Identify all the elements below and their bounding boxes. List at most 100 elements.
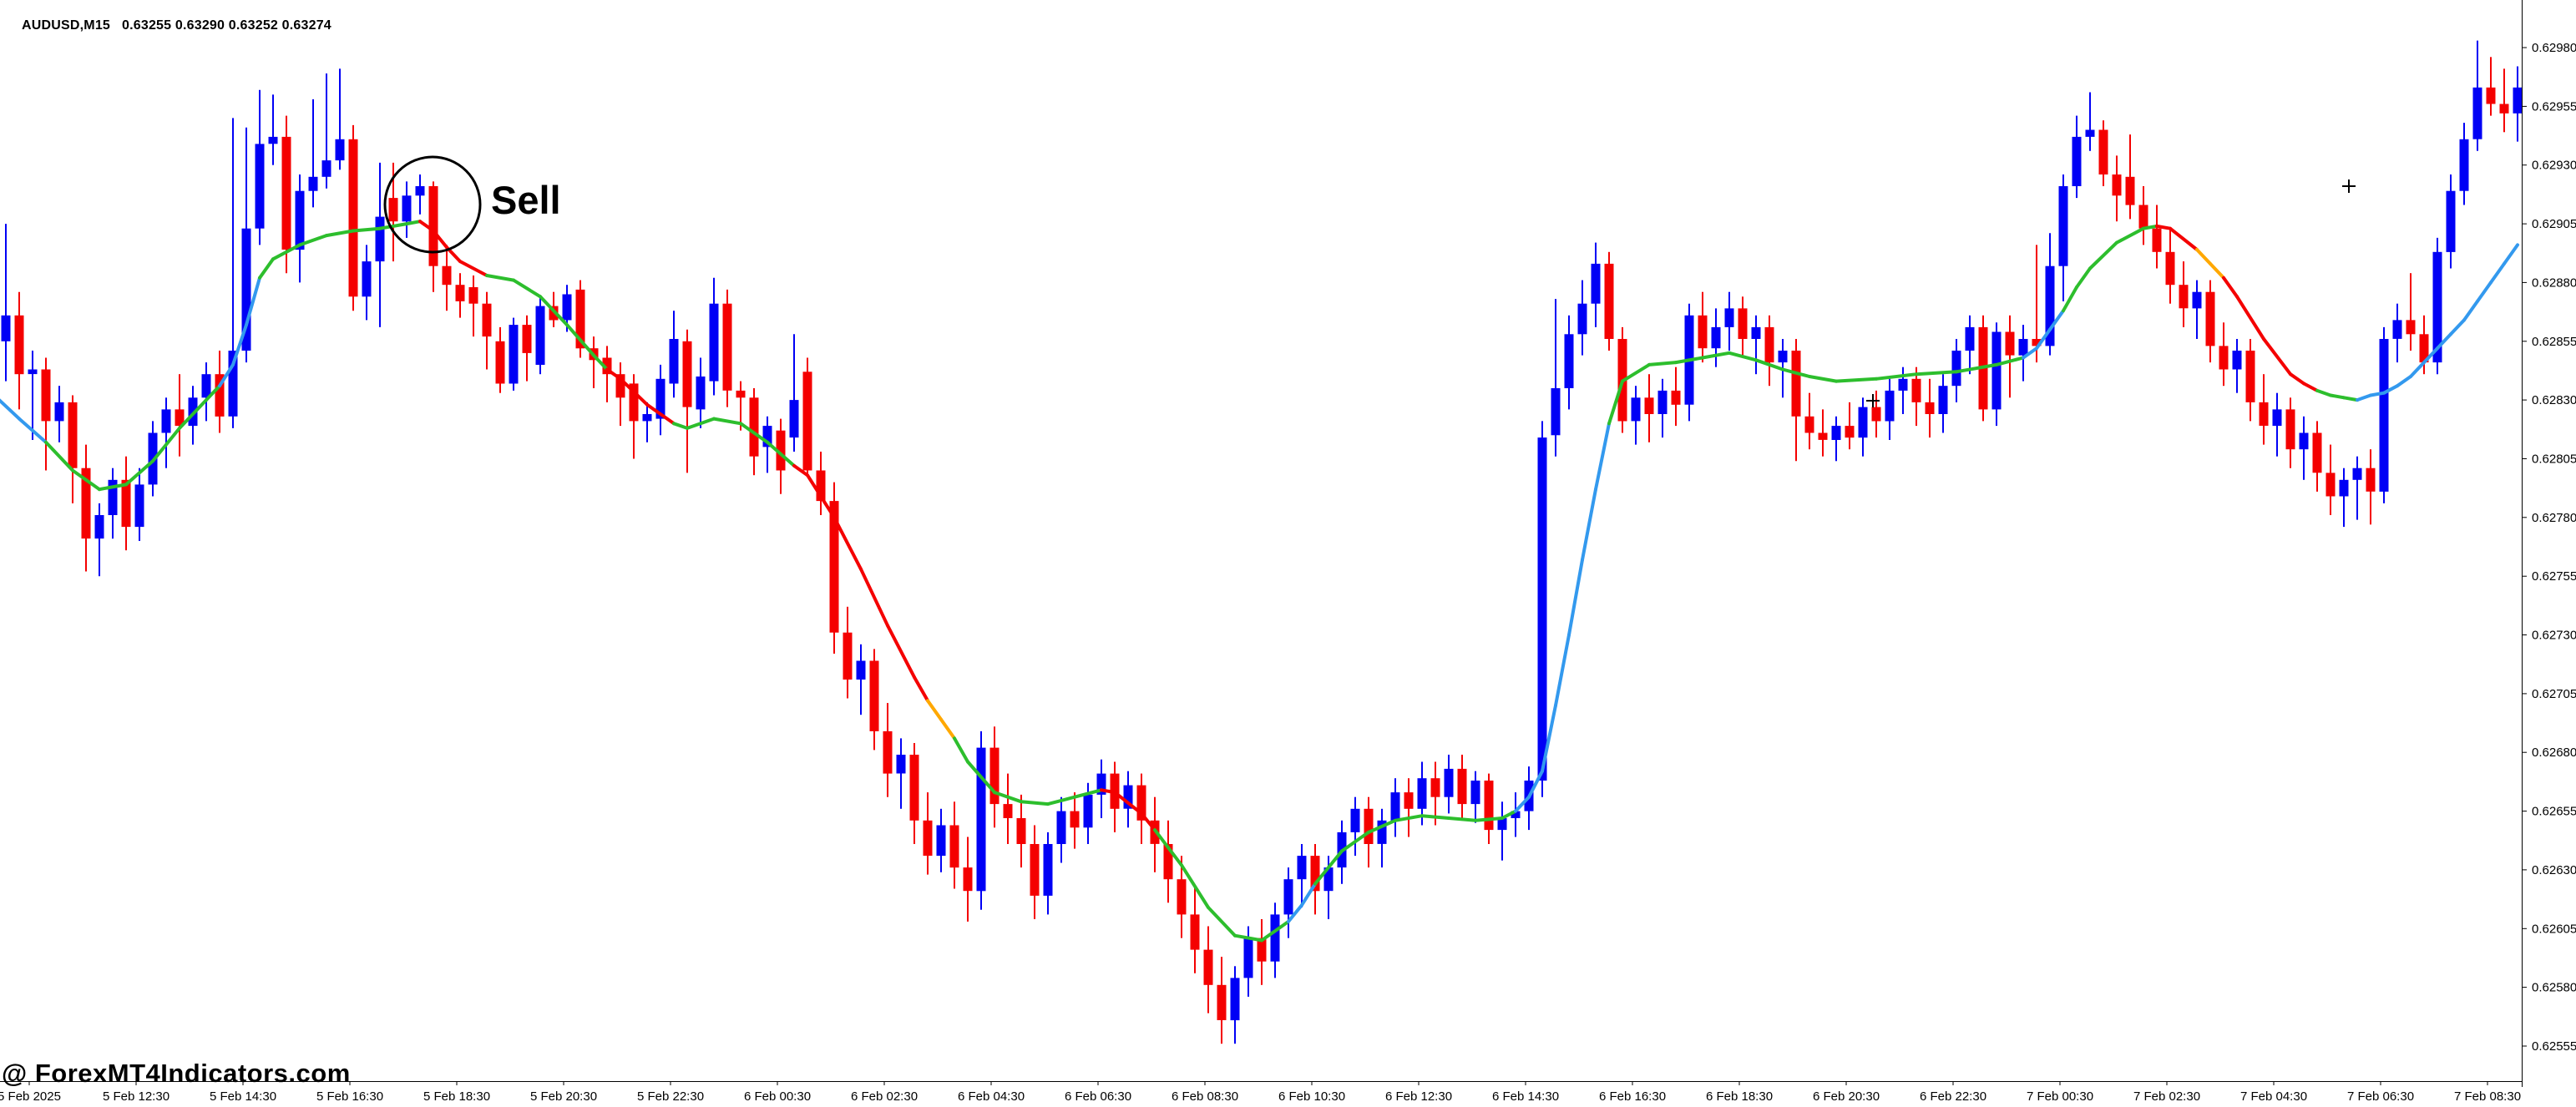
ma-segment [2262,337,2292,377]
bull-candle-body [976,747,986,892]
ma-segment [178,398,208,430]
ma-segment [298,234,328,247]
bear-candle-body [81,468,91,539]
ma-segment [739,422,769,444]
bear-candle-body [1217,984,1227,1020]
ma-segment [2369,391,2386,397]
ma-segment [2022,346,2038,360]
ma-segment [124,459,154,487]
sell-annotation-text: Sell [491,178,561,222]
ma-segment [2289,372,2305,386]
bear-candle-body [2152,228,2162,252]
bull-candle-body [1377,820,1387,844]
bear-candle-body [2125,176,2135,205]
bull-candle-body [2392,320,2402,339]
ma-segment [2449,318,2466,336]
ma-segment [18,417,48,444]
ma-segment [2315,388,2332,397]
ma-segment [2462,299,2479,322]
bull-candle-body [535,306,545,365]
bear-candle-body [1457,768,1467,805]
ma-segment [1474,816,1504,822]
bull-candle-body [696,377,706,410]
bear-candle-body [602,357,612,375]
bear-candle-body [1484,781,1494,831]
ma-segment [1955,362,1998,374]
bear-candle-body [2245,351,2255,402]
ma-segment [458,260,488,277]
bull-candle-body [1724,308,1734,327]
ma-segment [1754,358,1784,372]
bear-candle-body [2312,432,2322,473]
bull-candle-body [762,426,772,447]
bull-candle-body [1083,794,1093,828]
ma-segment [792,463,809,478]
bear-candle-body [1364,808,1374,844]
ma-segment [539,295,569,327]
ma-segment [1647,361,1678,366]
ma-segment [485,274,515,282]
bear-candle-body [428,186,438,266]
bull-candle-body [1297,856,1307,880]
bull-candle-body [241,228,251,351]
bear-candle-body [1804,416,1814,433]
bull-candle-body [1283,879,1293,915]
ma-segment [205,384,221,402]
bull-candle-body [335,139,345,161]
ma-segment [2235,295,2265,341]
bull-candle-body [1350,808,1360,832]
sell-circle-annotation [383,155,482,254]
ma-segment [2503,243,2519,265]
bull-candle-body [2459,139,2469,191]
ma-segment [1501,809,1517,820]
price-axis-label: 0.62980 [2532,41,2576,55]
price-axis-label: 0.62905 [2532,217,2576,231]
ma-segment [44,440,74,473]
bull-candle-body [709,303,719,382]
ma-segment [1621,362,1651,383]
bear-candle-body [1911,378,1921,402]
bull-candle-body [108,479,118,515]
bull-candle-body [1831,426,1841,440]
ma-segment [672,422,689,430]
bull-candle-body [1043,844,1053,896]
ma-segment [218,362,235,388]
price-axis-label: 0.62555 [2532,1039,2576,1054]
ma-segment [1447,816,1477,822]
ma-segment [645,402,676,426]
ma-segment [2356,393,2372,402]
bear-candle-body [2219,346,2229,370]
bear-candle-body [2032,339,2042,346]
bear-candle-body [829,501,839,633]
ma-segment [1728,351,1758,362]
ma-segment [1581,488,1597,562]
ma-segment [352,226,382,233]
ma-segment [1808,375,1838,383]
bear-candle-body [1163,844,1173,880]
bear-candle-body [2138,205,2148,229]
bull-candle-body [1,315,11,341]
bear-candle-body [14,315,24,375]
ma-segment [1340,830,1370,853]
time-axis-label: 6 Feb 20:30 [1813,1089,1880,1104]
bull-candle-body [1591,263,1601,304]
bear-candle-body [802,372,812,471]
bull-candle-body [1778,351,1788,363]
bull-candle-body [1938,386,1948,414]
bull-candle-body [2339,479,2349,497]
bull-candle-body [1417,778,1427,809]
price-axis-label: 0.62930 [2532,159,2576,173]
ma-segment [1701,351,1731,360]
ma-segment [2302,382,2319,392]
bear-candle-body [776,430,786,471]
ma-segment [1915,370,1958,377]
bear-candle-body [2366,468,2376,492]
bear-candle-body [1644,397,1654,414]
ma-segment [1567,558,1584,637]
bull-candle-body [1951,351,1961,387]
bull-candle-body [1497,818,1507,831]
bull-candle-body [255,144,265,229]
time-axis-label: 6 Feb 06:30 [1065,1089,1131,1104]
ma-segment [993,791,1023,804]
